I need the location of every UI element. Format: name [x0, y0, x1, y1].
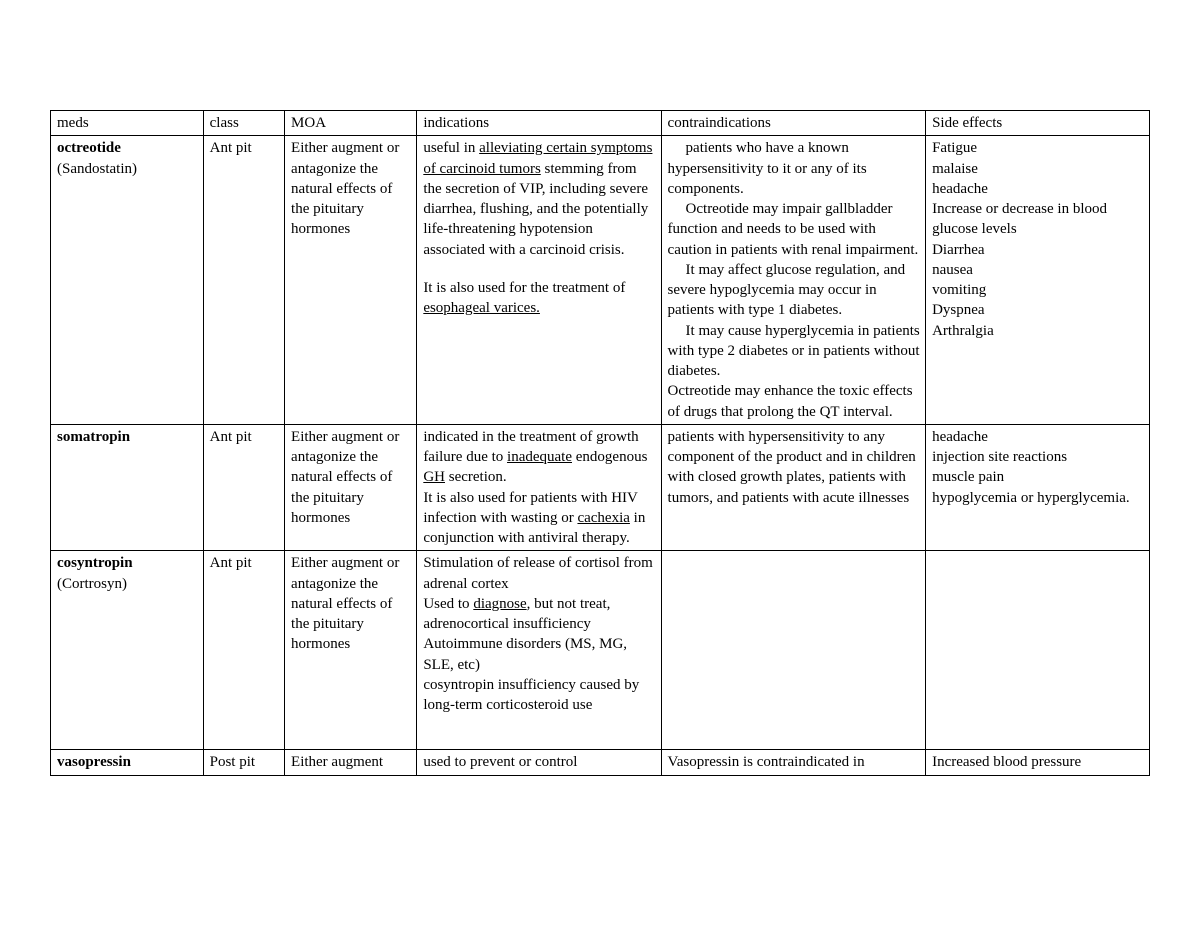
- table-row: octreotide (Sandostatin) Ant pit Either …: [51, 136, 1150, 425]
- ind-underline: diagnose: [473, 596, 526, 612]
- med-name-bold: vasopressin: [57, 754, 131, 770]
- med-name-bold: somatropin: [57, 429, 130, 445]
- med-name-paren: (Cortrosyn): [57, 576, 127, 592]
- col-header-class: class: [203, 111, 284, 136]
- side-effect-item: muscle pain: [932, 469, 1004, 485]
- side-effect-item: Diarrhea: [932, 242, 984, 258]
- cell-meds: somatropin: [51, 424, 204, 551]
- table-row: somatropin Ant pit Either augment or ant…: [51, 424, 1150, 551]
- cell-contraindications: patients who have a known hypersensitivi…: [661, 136, 926, 425]
- med-name-bold: cosyntropin: [57, 555, 133, 571]
- ind-text: Stimulation of release of cortisol from …: [423, 553, 656, 594]
- ind-text: Used to: [423, 596, 473, 612]
- cell-class: Ant pit: [203, 136, 284, 425]
- cell-contraindications: [661, 551, 926, 750]
- table-row: vasopressin Post pit Either augment used…: [51, 750, 1150, 775]
- ind-underline: GH: [423, 469, 445, 485]
- cell-side-effects: Increased blood pressure: [926, 750, 1150, 775]
- side-effect-item: injection site reactions: [932, 449, 1067, 465]
- ind-underline: esophageal varices.: [423, 300, 540, 316]
- cell-class: Ant pit: [203, 551, 284, 750]
- ind-text: It is also used for the treatment of: [423, 280, 625, 296]
- side-effect-item: Dyspnea: [932, 302, 985, 318]
- side-effect-item: Arthralgia: [932, 323, 994, 339]
- cell-meds: octreotide (Sandostatin): [51, 136, 204, 425]
- document-page: meds class MOA indications contraindicat…: [0, 0, 1200, 776]
- cell-meds: vasopressin: [51, 750, 204, 775]
- side-effect-item: Increase or decrease in blood glucose le…: [932, 201, 1107, 237]
- cell-moa: Either augment or antagonize the natural…: [285, 551, 417, 750]
- meds-table: meds class MOA indications contraindicat…: [50, 110, 1150, 776]
- side-effect-item: headache: [932, 429, 988, 445]
- side-effect-item: Fatigue: [932, 140, 977, 156]
- contra-text: It may cause hyperglycemia in patients w…: [668, 321, 922, 382]
- cell-side-effects: Fatigue malaise headache Increase or dec…: [926, 136, 1150, 425]
- ind-text: Autoimmune disorders (MS, MG, SLE, etc): [423, 634, 656, 675]
- ind-underline: inadequate: [507, 449, 572, 465]
- cell-moa: Either augment or antagonize the natural…: [285, 424, 417, 551]
- col-header-moa: MOA: [285, 111, 417, 136]
- cell-contraindications: Vasopressin is contraindicated in: [661, 750, 926, 775]
- side-effect-item: vomiting: [932, 282, 986, 298]
- side-effect-item: hypoglycemia or hyperglycemia.: [932, 490, 1130, 506]
- cell-class: Post pit: [203, 750, 284, 775]
- ind-text: endogenous: [572, 449, 647, 465]
- contra-text: It may affect glucose regulation, and se…: [668, 260, 922, 321]
- cell-indications: useful in alleviating certain symptoms o…: [417, 136, 661, 425]
- contra-text: Octreotide may impair gallbladder functi…: [668, 199, 922, 260]
- contra-text: patients who have a known hypersensitivi…: [668, 138, 922, 199]
- col-header-side: Side effects: [926, 111, 1150, 136]
- cell-moa: Either augment or antagonize the natural…: [285, 136, 417, 425]
- side-effect-item: malaise: [932, 161, 978, 177]
- cell-contraindications: patients with hypersensitivity to any co…: [661, 424, 926, 551]
- cell-side-effects: [926, 551, 1150, 750]
- cell-indications: Stimulation of release of cortisol from …: [417, 551, 661, 750]
- ind-underline: cachexia: [577, 510, 629, 526]
- ind-text: cosyntropin insufficiency caused by long…: [423, 675, 656, 716]
- table-header-row: meds class MOA indications contraindicat…: [51, 111, 1150, 136]
- col-header-contra: contraindications: [661, 111, 926, 136]
- med-name-bold: octreotide: [57, 140, 121, 156]
- contra-text: patients with hypersensitivity to any co…: [668, 427, 922, 508]
- col-header-ind: indications: [417, 111, 661, 136]
- contra-text: Octreotide may enhance the toxic effects…: [668, 383, 913, 419]
- cell-moa: Either augment: [285, 750, 417, 775]
- col-header-meds: meds: [51, 111, 204, 136]
- side-effect-item: nausea: [932, 262, 973, 278]
- ind-text: secretion.: [445, 469, 507, 485]
- med-name-paren: (Sandostatin): [57, 161, 137, 177]
- cell-side-effects: headache injection site reactions muscle…: [926, 424, 1150, 551]
- cell-class: Ant pit: [203, 424, 284, 551]
- table-row: cosyntropin (Cortrosyn) Ant pit Either a…: [51, 551, 1150, 750]
- cell-indications: used to prevent or control: [417, 750, 661, 775]
- side-effect-item: headache: [932, 181, 988, 197]
- ind-text: useful in: [423, 140, 479, 156]
- cell-indications: indicated in the treatment of growth fai…: [417, 424, 661, 551]
- cell-meds: cosyntropin (Cortrosyn): [51, 551, 204, 750]
